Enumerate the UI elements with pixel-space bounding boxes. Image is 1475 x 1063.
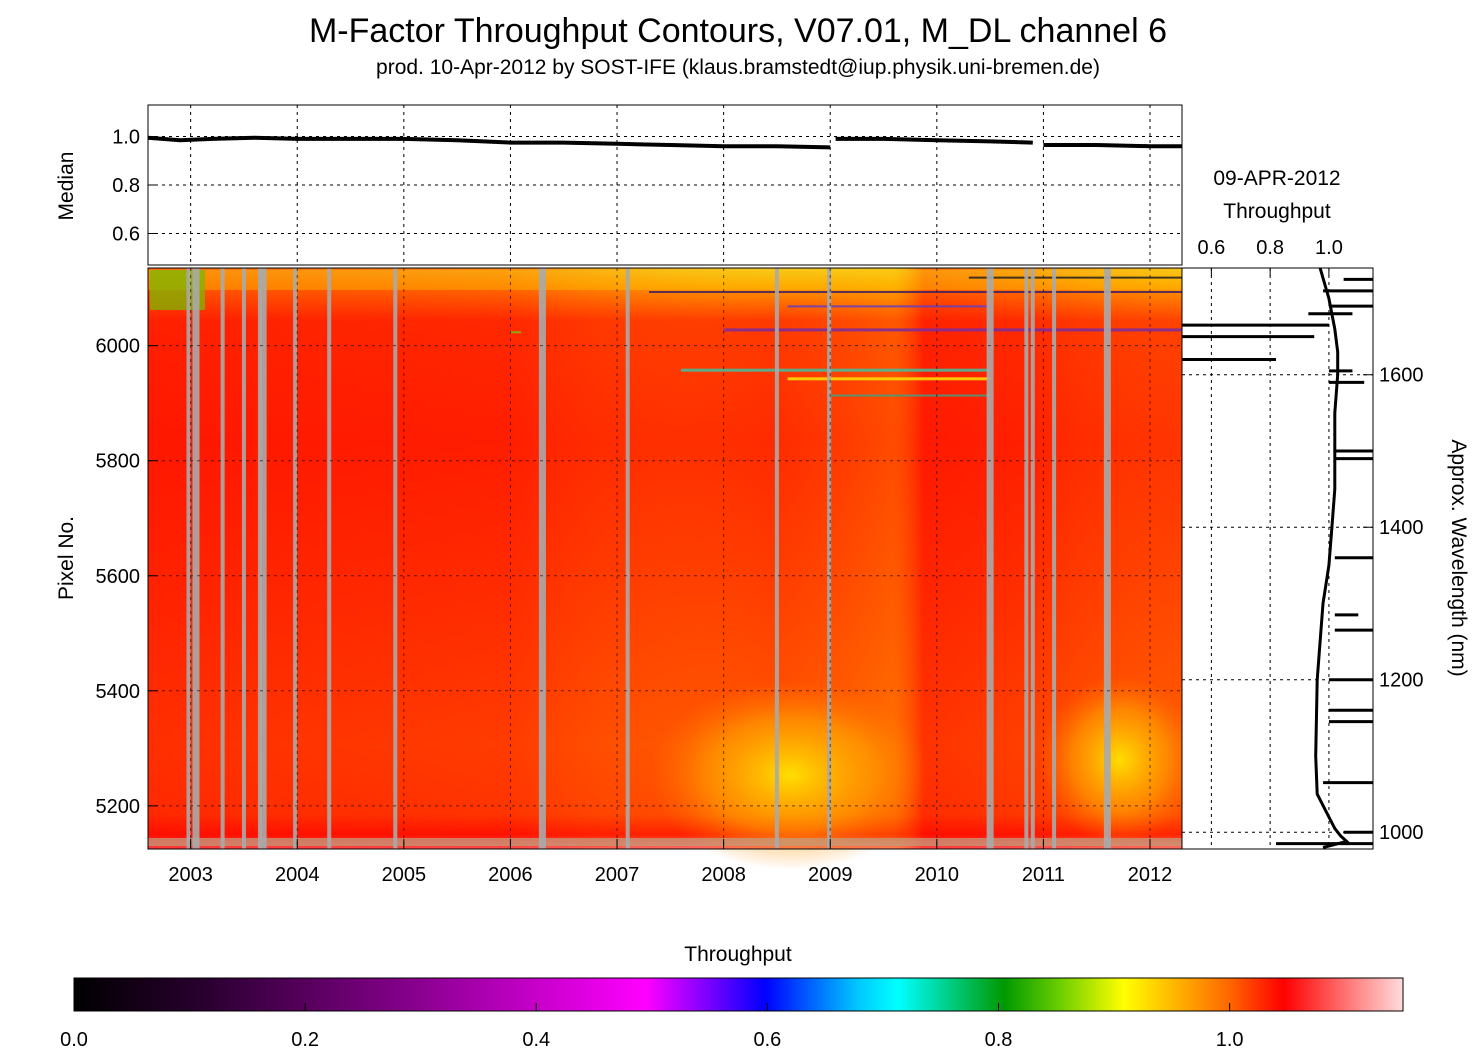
median-y-tick-label: 1.0 bbox=[112, 127, 140, 149]
heatmap-x-tick-label: 2012 bbox=[1128, 864, 1173, 886]
profile-x-label: Throughput bbox=[1223, 200, 1331, 223]
heatmap-data-gap bbox=[1030, 268, 1035, 849]
heatmap-feature-streak bbox=[510, 331, 522, 334]
heatmap-features bbox=[510, 276, 1182, 397]
median-y-label: Median bbox=[55, 152, 78, 221]
median-series-line bbox=[1043, 143, 1182, 149]
profile-x-tick-label: 0.6 bbox=[1197, 237, 1225, 259]
heatmap-data-gap bbox=[1024, 268, 1029, 849]
profile-y-tick-label: 1200 bbox=[1379, 670, 1424, 692]
heatmap-x-tick-label: 2005 bbox=[382, 864, 427, 886]
profile-x-tick-label: 1.0 bbox=[1315, 237, 1343, 259]
median-series-line bbox=[147, 135, 831, 150]
profile-series bbox=[1314, 267, 1350, 849]
heatmap-feature-streak bbox=[680, 368, 991, 372]
heatmap-y-tick-label: 5800 bbox=[96, 451, 141, 473]
heatmap-data-gap bbox=[538, 268, 546, 849]
colorbar-label: Throughput bbox=[684, 943, 792, 966]
heatmap-warm-region-2011 bbox=[1040, 675, 1200, 845]
profile-y-tick-label: 1400 bbox=[1379, 517, 1424, 539]
colorbar: Throughput 0.0 0.2 0.4 0.6 0.8 1.0 bbox=[60, 943, 1404, 1051]
heatmap-grid bbox=[148, 268, 1182, 849]
heatmap-data-gap bbox=[827, 268, 832, 849]
heatmap-feature-streak bbox=[723, 328, 1182, 332]
heatmap-x-tick-label: 2008 bbox=[701, 864, 746, 886]
heatmap-data-gap bbox=[986, 268, 994, 849]
heatmap-data-gaps bbox=[186, 268, 1111, 849]
chart-subtitle: prod. 10-Apr-2012 by SOST-IFE (klaus.bra… bbox=[376, 56, 1100, 79]
colorbar-gradient bbox=[73, 977, 1404, 1012]
heatmap-data-gap bbox=[1103, 268, 1111, 849]
heatmap-data-gap bbox=[220, 268, 225, 849]
profile-y-ticks: 1000 1200 1400 1600 bbox=[1363, 365, 1424, 844]
heatmap-data-gap bbox=[625, 268, 630, 849]
median-panel: 0.6 0.8 1.0 Median bbox=[55, 104, 1183, 266]
heatmap-data-gap bbox=[186, 268, 191, 849]
median-series-line bbox=[835, 136, 1033, 145]
profile-grid bbox=[1182, 268, 1373, 849]
heatmap-feature-streak bbox=[649, 291, 1182, 294]
colorbar-tick-label: 0.0 bbox=[60, 1029, 88, 1051]
colorbar-tick-label: 0.8 bbox=[985, 1029, 1013, 1051]
heatmap-x-tick-label: 2007 bbox=[595, 864, 640, 886]
profile-panel: 09-APR-2012 Throughput 0.6 0.8 1.0 1000 120… bbox=[1181, 167, 1470, 850]
heatmap-y-tick-label: 5200 bbox=[96, 796, 141, 818]
heatmap-y-tick-label: 5600 bbox=[96, 566, 141, 588]
median-y-tick-label: 0.6 bbox=[112, 223, 140, 245]
heatmap-y-ticks: 5200 5400 5600 5800 6000 bbox=[96, 336, 158, 818]
profile-series-line bbox=[1314, 267, 1350, 849]
heatmap-top-band bbox=[148, 270, 1182, 290]
heatmap-data-gap bbox=[327, 268, 332, 849]
colorbar-tick-label: 0.2 bbox=[291, 1029, 319, 1051]
heatmap-y-tick-label: 5400 bbox=[96, 681, 141, 703]
heatmap-data-gap bbox=[1052, 268, 1057, 849]
heatmap-x-tick-label: 2011 bbox=[1022, 864, 1065, 886]
heatmap-x-tick-label: 2009 bbox=[808, 864, 853, 886]
colorbar-tick-label: 0.6 bbox=[753, 1029, 781, 1051]
heatmap-x-ticks: 2003 2004 2005 2006 2007 2008 2009 2010 2011 2012 bbox=[168, 839, 1172, 886]
heatmap-feature-streak bbox=[968, 276, 1182, 279]
profile-title: 09-APR-2012 bbox=[1213, 167, 1340, 190]
median-series bbox=[147, 135, 1182, 150]
profile-x-tick-label: 0.8 bbox=[1256, 237, 1284, 259]
colorbar-tick-label: 1.0 bbox=[1216, 1029, 1244, 1051]
median-grid bbox=[148, 105, 1182, 265]
heatmap-x-tick-label: 2006 bbox=[488, 864, 533, 886]
heatmap-x-tick-label: 2010 bbox=[915, 864, 960, 886]
profile-y-tick-label: 1600 bbox=[1379, 365, 1424, 387]
colorbar-tick-label: 0.4 bbox=[522, 1029, 550, 1051]
heatmap-x-tick-label: 2003 bbox=[168, 864, 213, 886]
heatmap-bottom-edge bbox=[148, 838, 1182, 846]
heatmap-feature-streak bbox=[787, 377, 991, 381]
profile-x-ticks: 0.6 0.8 1.0 bbox=[1197, 237, 1343, 276]
heatmap-warm-region-2008 bbox=[650, 680, 930, 870]
heatmap-data-gap bbox=[393, 268, 398, 849]
median-y-tick-label: 0.8 bbox=[112, 175, 140, 197]
profile-y-tick-label: 1000 bbox=[1379, 822, 1424, 844]
heatmap-data-gap bbox=[774, 268, 779, 849]
heatmap-x-tick-label: 2004 bbox=[275, 864, 320, 886]
heatmap-data-gap bbox=[241, 268, 246, 849]
heatmap-data-gap bbox=[293, 268, 298, 849]
colorbar-ticks: 0.0 0.2 0.4 0.6 0.8 1.0 bbox=[60, 1003, 1244, 1051]
heatmap-y-tick-label: 6000 bbox=[96, 336, 141, 358]
heatmap-y-label: Pixel No. bbox=[55, 516, 78, 600]
heatmap-data-gap bbox=[259, 268, 267, 849]
median-y-ticks: 0.6 0.8 1.0 bbox=[112, 127, 158, 245]
heatmap-feature-streak bbox=[830, 394, 991, 397]
heatmap-data-gap bbox=[192, 268, 200, 849]
heatmap-feature-streak bbox=[787, 305, 991, 308]
profile-y-label: Approx. Wavelength (nm) bbox=[1447, 439, 1470, 676]
chart-title: M-Factor Throughput Contours, V07.01, M_… bbox=[309, 12, 1167, 50]
